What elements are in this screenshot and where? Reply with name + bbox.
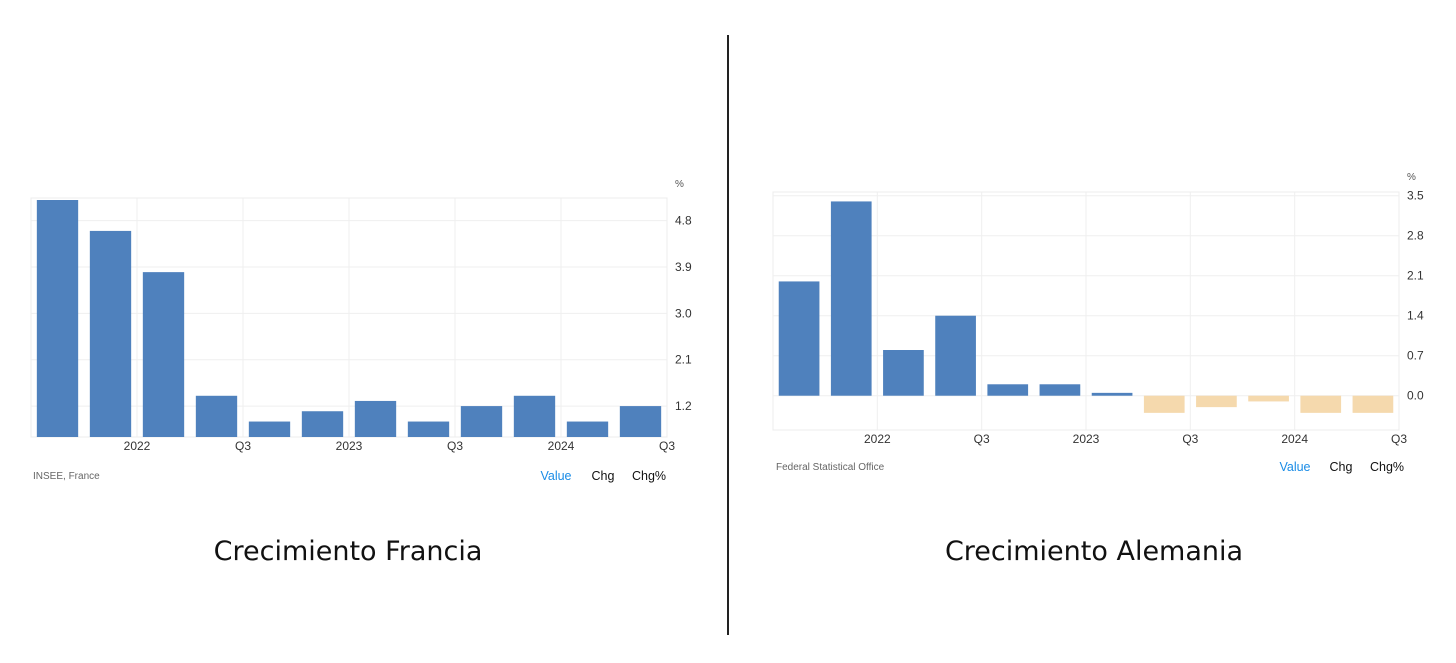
bar-2022-Q2 xyxy=(142,272,185,437)
bar-2022-Q3 xyxy=(195,395,238,437)
bar-2022-Q2 xyxy=(883,350,924,396)
x-tick-label: 2024 xyxy=(1281,432,1308,446)
toggle-chg[interactable]: Chg xyxy=(1330,460,1353,474)
bar-2023-Q2 xyxy=(1091,392,1133,396)
y-tick-label: 2.1 xyxy=(675,353,692,367)
bar-2023-Q3 xyxy=(1143,395,1185,413)
bar-2024-Q3 xyxy=(619,406,662,437)
x-tick-label: 2022 xyxy=(864,432,891,446)
bar-2024-Q1 xyxy=(513,395,556,437)
france-gdp-chart: 1.2 2.1 3.0 3.9 4.8% 2022 Q3 2023 Q3 2024 Q3 INSEE,… xyxy=(30,179,692,483)
bar-2023-Q1 xyxy=(1039,384,1081,396)
y-tick-label: 3.5 xyxy=(1407,189,1424,203)
bar-2023-Q4 xyxy=(1196,395,1237,408)
x-tick-label: Q3 xyxy=(974,432,990,446)
bar-2022-Q4 xyxy=(987,384,1029,396)
y-unit-label: % xyxy=(1407,172,1416,183)
source-label: Federal Statistical Office xyxy=(776,462,885,473)
bar-2022-Q1 xyxy=(830,201,872,396)
x-tick-label: Q3 xyxy=(1391,432,1407,446)
bar-2021-Q4 xyxy=(36,200,79,437)
bar-2022-Q3 xyxy=(935,315,976,396)
bar-2023-Q1 xyxy=(301,411,344,437)
y-tick-label: 3.9 xyxy=(675,260,692,274)
x-tick-label: Q3 xyxy=(659,439,675,453)
x-tick-label: 2023 xyxy=(1073,432,1100,446)
france-caption: Crecimiento Francia xyxy=(213,536,483,567)
y-tick-label: 4.8 xyxy=(675,214,692,228)
x-tick-label: Q3 xyxy=(235,439,251,453)
x-tick-label: 2024 xyxy=(548,439,575,453)
germany-caption: Crecimiento Alemania xyxy=(944,536,1244,567)
bar-2024-Q2 xyxy=(566,421,609,437)
panel-divider xyxy=(727,35,729,635)
bar-2024-Q1 xyxy=(1248,395,1289,402)
bar-2023-Q4 xyxy=(460,406,503,437)
bar-2023-Q3 xyxy=(407,421,450,437)
toggle-value[interactable]: Value xyxy=(1279,460,1310,474)
y-tick-label: 2.1 xyxy=(1407,269,1424,283)
y-tick-label: 0.7 xyxy=(1407,349,1424,363)
x-tick-label: Q3 xyxy=(447,439,463,453)
source-label: INSEE, France xyxy=(33,471,100,482)
y-tick-label: 1.2 xyxy=(675,399,692,413)
y-tick-label: 0.0 xyxy=(1407,389,1424,403)
bar-2023-Q2 xyxy=(354,400,397,437)
bar-2022-Q1 xyxy=(89,230,132,437)
toggle-chg-pct[interactable]: Chg% xyxy=(1370,460,1404,474)
bar-2024-Q3 xyxy=(1352,395,1394,413)
y-tick-label: 3.0 xyxy=(675,306,692,320)
toggle-chg[interactable]: Chg xyxy=(592,469,615,483)
x-tick-label: Q3 xyxy=(1182,432,1198,446)
y-tick-label: 1.4 xyxy=(1407,309,1424,323)
bar-2022-Q4 xyxy=(248,421,291,437)
toggle-chg-pct[interactable]: Chg% xyxy=(632,469,666,483)
toggle-value[interactable]: Value xyxy=(540,469,571,483)
x-tick-label: 2023 xyxy=(336,439,363,453)
bar-2021-Q4 xyxy=(778,281,820,396)
germany-gdp-chart: 0.0 0.7 1.4 2.1 2.8 3.5% 2022 Q3 2023 Q3 2024 Q3 Fed… xyxy=(772,172,1424,474)
y-unit-label: % xyxy=(675,179,684,190)
y-tick-label: 2.8 xyxy=(1407,229,1424,243)
bar-2024-Q2 xyxy=(1300,395,1342,413)
x-tick-label: 2022 xyxy=(124,439,151,453)
